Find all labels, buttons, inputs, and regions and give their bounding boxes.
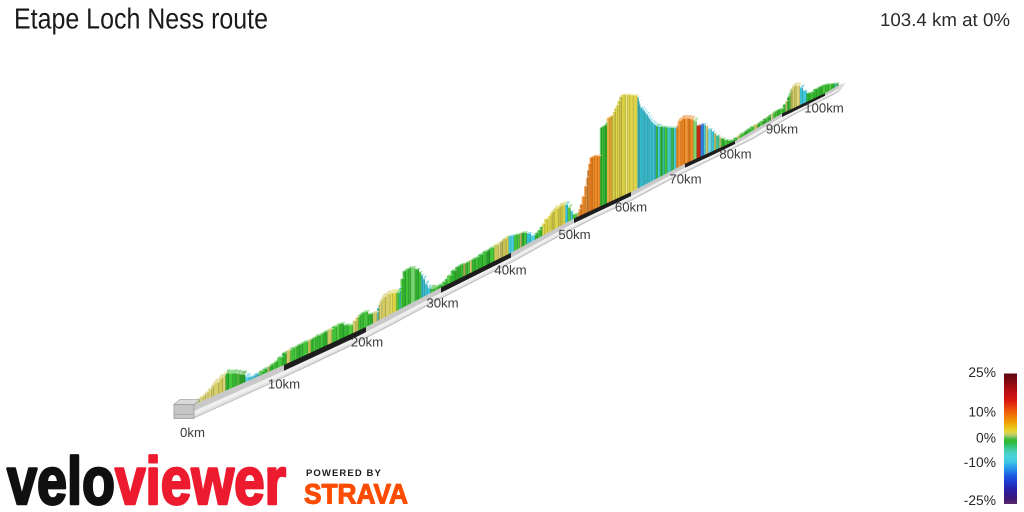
svg-text:20km: 20km bbox=[351, 335, 383, 350]
svg-text:0km: 0km bbox=[180, 425, 205, 440]
svg-text:50km: 50km bbox=[558, 227, 590, 242]
svg-text:80km: 80km bbox=[719, 147, 751, 162]
svg-text:25%: 25% bbox=[968, 365, 996, 380]
svg-text:viewer: viewer bbox=[115, 444, 286, 512]
svg-text:103.4 km at 0%: 103.4 km at 0% bbox=[880, 9, 1010, 30]
svg-text:30km: 30km bbox=[426, 296, 458, 311]
svg-text:60km: 60km bbox=[615, 200, 647, 215]
svg-text:90km: 90km bbox=[766, 122, 798, 137]
svg-text:0%: 0% bbox=[976, 430, 996, 445]
svg-text:10km: 10km bbox=[268, 377, 300, 392]
svg-text:Etape Loch Ness route: Etape Loch Ness route bbox=[14, 3, 268, 35]
svg-text:100km: 100km bbox=[804, 101, 844, 116]
svg-text:10%: 10% bbox=[968, 404, 996, 419]
svg-text:STRAVA: STRAVA bbox=[304, 479, 408, 510]
svg-text:POWERED BY: POWERED BY bbox=[306, 468, 382, 479]
svg-text:velo: velo bbox=[7, 444, 115, 512]
svg-text:70km: 70km bbox=[669, 172, 701, 187]
svg-text:40km: 40km bbox=[494, 263, 526, 278]
svg-text:-25%: -25% bbox=[964, 493, 996, 508]
svg-text:-10%: -10% bbox=[964, 455, 996, 470]
